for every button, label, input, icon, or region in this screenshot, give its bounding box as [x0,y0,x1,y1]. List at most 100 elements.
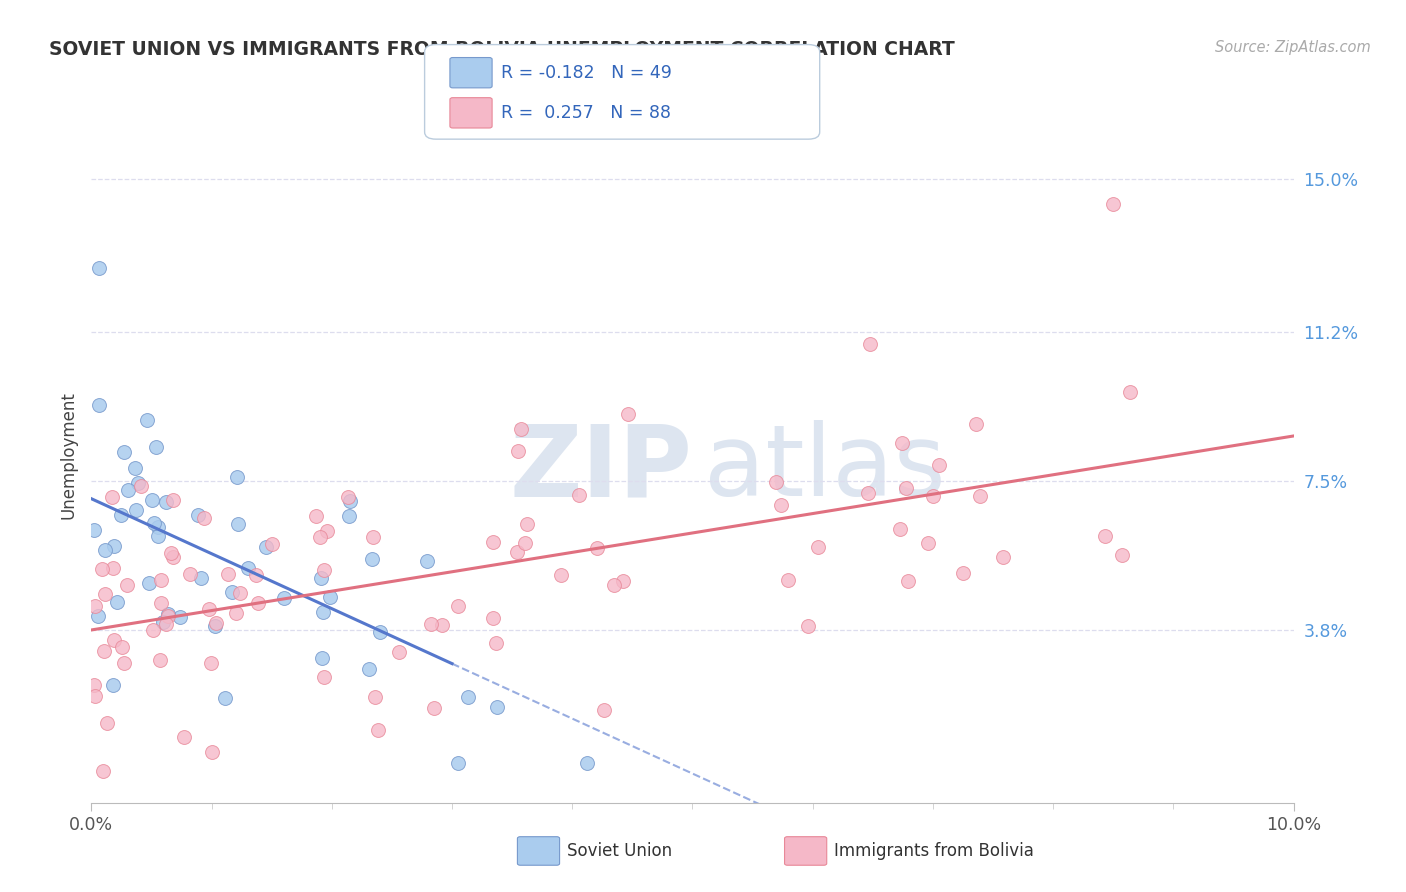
Point [198,602,221,616]
Text: Soviet Union: Soviet Union [567,842,672,860]
Point [135,413,157,427]
Point [891,435,914,450]
Point [229,586,252,600]
Point [254,540,277,554]
Point [204,619,226,633]
Point [226,470,249,484]
Point [420,616,443,631]
Point [173,730,195,744]
Point [367,723,389,738]
Point [506,444,529,458]
Point [149,653,172,667]
Point [193,510,215,524]
Point [117,483,139,497]
Point [96,715,118,730]
Point [214,690,236,705]
Point [87,609,110,624]
Point [1102,196,1125,211]
Point [103,678,125,692]
Text: R =  0.257   N = 88: R = 0.257 N = 88 [501,103,671,122]
Point [200,657,222,671]
Point [388,645,411,659]
Point [807,540,830,554]
Point [190,571,212,585]
Point [481,535,503,549]
Point [160,545,183,559]
Point [103,632,125,647]
Point [515,535,537,549]
Point [550,567,572,582]
Point [505,545,527,559]
Point [110,508,132,523]
Point [105,594,128,608]
Point [447,756,470,770]
Point [93,643,115,657]
Point [103,540,125,554]
Point [359,662,381,676]
Point [894,481,917,495]
Point [93,587,115,601]
Point [318,590,340,604]
Point [314,563,336,577]
Point [204,615,226,630]
Point [952,566,974,580]
Point [447,599,470,614]
Point [156,607,179,621]
Point [576,756,599,770]
Point [142,516,165,530]
Point [83,678,105,692]
Point [246,596,269,610]
Point [765,475,787,489]
Point [316,524,339,538]
Point [965,417,987,431]
Point [149,596,172,610]
Point [155,617,177,632]
Point [856,486,879,500]
Text: Source: ZipAtlas.com: Source: ZipAtlas.com [1215,40,1371,55]
Point [125,503,148,517]
Point [127,476,149,491]
Point [1119,384,1142,399]
Point [593,703,616,717]
Text: R = -0.182   N = 49: R = -0.182 N = 49 [501,63,672,82]
Point [260,536,283,550]
Point [1111,549,1133,563]
Point [311,650,333,665]
Point [162,550,184,565]
Point [221,585,243,599]
Point [617,408,640,422]
Point [145,440,167,454]
Point [361,552,384,566]
Point [146,529,169,543]
Point [87,398,110,412]
Point [921,490,943,504]
Point [155,495,177,509]
Point [991,550,1014,565]
Point [162,493,184,508]
Point [432,617,454,632]
Point [201,745,224,759]
Point [142,623,165,637]
Point [336,491,359,505]
Point [187,508,209,523]
Point [90,562,112,576]
Point [1094,529,1116,543]
Text: atlas: atlas [704,420,946,517]
Point [84,689,107,703]
Point [969,489,991,503]
Point [217,567,239,582]
Point [94,542,117,557]
Point [312,670,335,684]
Point [796,619,818,633]
Text: Immigrants from Bolivia: Immigrants from Bolivia [834,842,1033,860]
Point [83,523,105,537]
Y-axis label: Unemployment: Unemployment [59,391,77,519]
Point [169,609,191,624]
Point [586,541,609,555]
Point [364,690,387,705]
Point [305,508,328,523]
Point [101,561,124,575]
Point [129,478,152,492]
Point [308,529,330,543]
Point [149,574,172,588]
